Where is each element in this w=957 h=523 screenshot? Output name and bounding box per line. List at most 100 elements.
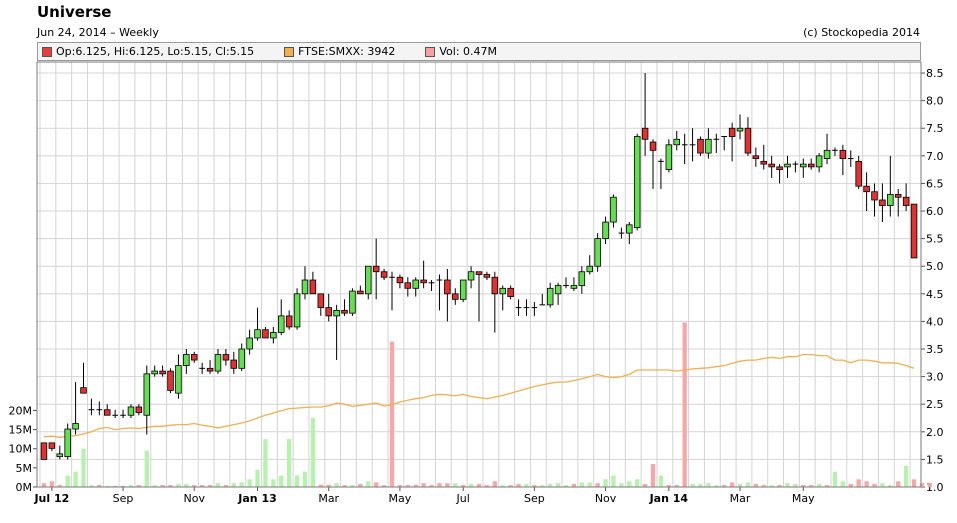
volume-bar	[231, 483, 236, 487]
legend-volume-label: Vol: 0.47M	[439, 45, 498, 58]
volume-bar	[603, 479, 608, 487]
x-tick-label: Nov	[595, 492, 617, 505]
volume-bar	[532, 485, 537, 487]
candle-body	[333, 309, 340, 317]
candle-body	[254, 329, 261, 339]
candle-body	[871, 191, 878, 201]
volume-bar	[903, 465, 909, 487]
volume-bar	[690, 483, 695, 487]
price-tick-label: 8.5	[926, 67, 944, 80]
x-tick-label: Mar	[318, 492, 339, 505]
volume-bar	[89, 485, 94, 487]
price-tick-label: 2.0	[926, 426, 944, 439]
volume-bar	[548, 483, 553, 487]
price-swatch-icon	[42, 46, 52, 57]
price-tick-label: 1.5	[926, 453, 944, 466]
price-tick-label: 4.0	[926, 315, 944, 328]
price-tick-label: 1.0	[926, 481, 944, 494]
volume-bar	[310, 418, 316, 487]
volume-bar	[366, 481, 371, 487]
volume-bar	[500, 485, 505, 487]
candle-body	[357, 290, 364, 295]
volume-bar	[286, 439, 292, 487]
candle-body	[238, 348, 245, 369]
candle-body	[380, 271, 388, 278]
volume-bar	[516, 483, 521, 487]
volume-bar	[120, 485, 126, 487]
volume-bar	[880, 483, 885, 487]
candle-body	[554, 285, 562, 295]
volume-bar	[294, 475, 300, 487]
candle-body	[444, 279, 451, 295]
x-tick-label: Jan 13	[237, 492, 276, 505]
candle-body	[610, 196, 617, 223]
candle-body	[341, 309, 348, 314]
volume-bar	[326, 484, 331, 487]
volume-bar	[571, 483, 577, 487]
index-swatch-icon	[284, 46, 295, 57]
candle-body	[586, 265, 593, 273]
chart-subtitle: Jun 24, 2014 – Weekly	[37, 26, 159, 39]
candle-body	[507, 287, 514, 297]
candle-body	[475, 271, 483, 275]
legend-index-label: FTSE:SMXX: 3942	[298, 45, 396, 58]
volume-bar	[342, 485, 347, 487]
candle-body	[365, 265, 372, 295]
volume-bar	[911, 479, 917, 487]
volume-bar	[555, 483, 561, 487]
candle-body	[317, 293, 325, 309]
volume-bar	[112, 485, 118, 487]
volume-bar	[199, 485, 205, 487]
volume-bar	[160, 485, 165, 487]
candle-body	[784, 163, 791, 168]
candle-body	[183, 354, 190, 366]
candle-body	[807, 163, 815, 168]
volume-bar	[381, 485, 387, 487]
volume-bar	[698, 483, 703, 487]
volume-bar	[642, 483, 648, 487]
candle-body	[404, 282, 412, 289]
volume-bar	[761, 485, 766, 487]
x-tick-label: Nov	[184, 492, 206, 505]
x-tick-label: Sep	[113, 492, 134, 505]
candle-body	[697, 138, 704, 154]
candle-body	[246, 337, 253, 350]
price-tick-label: 8.0	[926, 95, 944, 108]
candle-body	[206, 367, 214, 372]
volume-bar	[168, 485, 173, 487]
volume-bar	[832, 471, 838, 487]
volume-bar	[785, 483, 790, 487]
volume-bar	[619, 483, 624, 487]
volume-swatch-icon	[425, 46, 436, 57]
candle-body	[467, 271, 475, 281]
volume-bar	[184, 483, 189, 487]
candle-body	[459, 279, 467, 300]
volume-bar	[445, 483, 450, 487]
candle-body	[910, 203, 918, 259]
volume-bar	[753, 483, 759, 487]
volume-bar	[508, 485, 513, 487]
price-tick-label: 4.5	[926, 288, 944, 301]
volume-bar	[97, 485, 102, 487]
candle-body	[214, 354, 222, 372]
volume-bar	[389, 341, 395, 487]
candle-body	[372, 265, 380, 273]
volume-bar	[848, 483, 853, 487]
volume-bar	[358, 483, 363, 487]
plot-border	[36, 61, 922, 488]
index-line	[43, 353, 915, 438]
candle-body	[72, 423, 79, 430]
candle-body	[64, 428, 71, 458]
volume-bar	[397, 485, 403, 487]
x-tick-label: Jul	[456, 492, 470, 505]
volume-bar	[722, 485, 727, 487]
volume-bar	[579, 482, 585, 487]
candle-body	[839, 149, 847, 159]
volume-tick-label: 10M	[9, 443, 33, 456]
volume-bar	[587, 482, 592, 487]
volume-bar	[840, 481, 846, 487]
volume-bar	[769, 485, 774, 487]
legend-item-volume: Vol: 0.47M	[425, 45, 497, 58]
legend-bar: Op:6.125, Hi:6.125, Lo:5.15, Cl:5.15 FTS…	[37, 42, 921, 61]
